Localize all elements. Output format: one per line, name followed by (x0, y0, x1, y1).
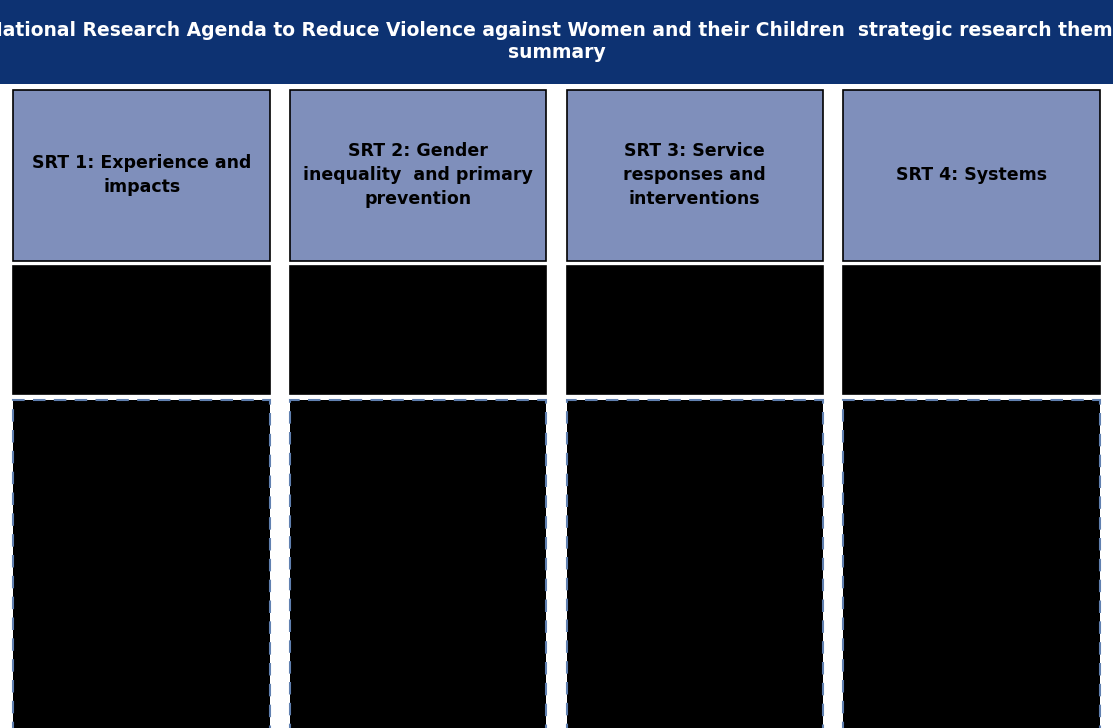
Bar (13, 266, 269, 394)
Text: SRT 3: Service
responses and
interventions: SRT 3: Service responses and interventio… (623, 143, 766, 207)
Bar (289, 90, 546, 261)
Bar (844, 266, 1100, 394)
Bar (13, 400, 269, 728)
Bar (844, 400, 1100, 728)
Bar (567, 90, 823, 261)
Bar (13, 90, 269, 261)
Text: SRT 2: Gender
inequality  and primary
prevention: SRT 2: Gender inequality and primary pre… (303, 143, 533, 207)
Bar (567, 266, 823, 394)
Bar (844, 90, 1100, 261)
Bar (289, 400, 546, 728)
Text: SRT 4: Systems: SRT 4: Systems (896, 166, 1047, 184)
Bar (0, 0, 1113, 84)
Text: National Research Agenda to Reduce Violence against Women and their Children  st: National Research Agenda to Reduce Viole… (0, 21, 1113, 63)
Bar (567, 400, 823, 728)
Text: SRT 1: Experience and
impacts: SRT 1: Experience and impacts (32, 154, 252, 196)
Bar (289, 266, 546, 394)
